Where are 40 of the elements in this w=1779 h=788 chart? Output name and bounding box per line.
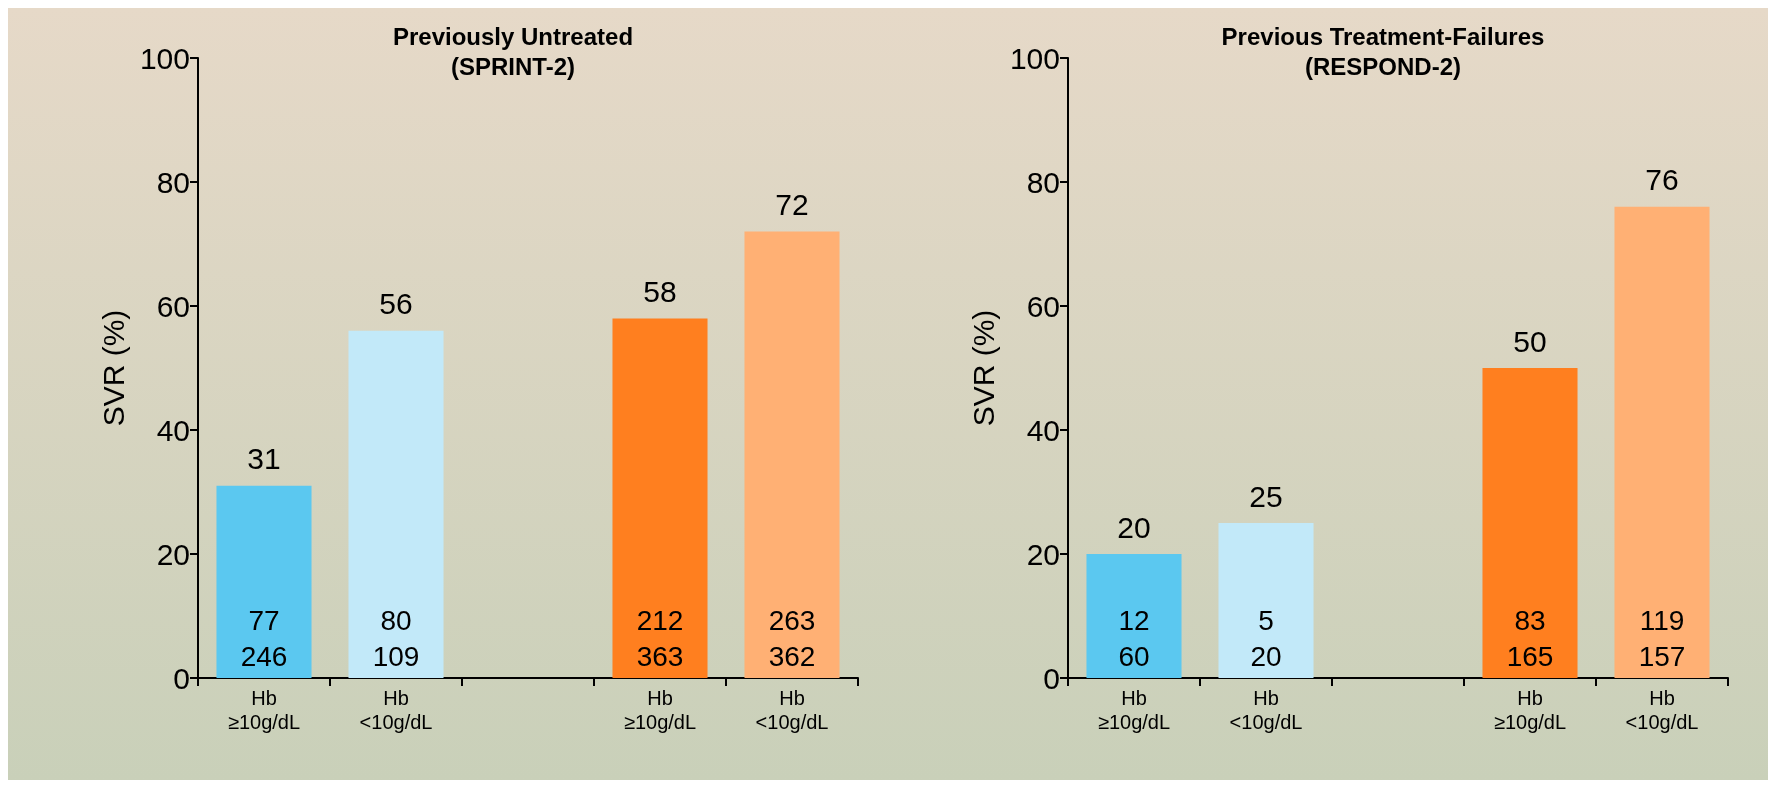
- y-tick-label: 20: [1026, 537, 1060, 571]
- annotation: 12 60: [1118, 604, 1150, 672]
- x-tick-label: Hb ≥10g/dL: [623, 687, 697, 733]
- y-tick-label: 100: [139, 41, 190, 75]
- y-axis-title: SVR (%): [966, 309, 1000, 427]
- data-label: 72: [775, 188, 809, 222]
- x-tick-label: Hb ≥10g/dL: [1493, 687, 1567, 733]
- y-tick-label: 60: [156, 289, 190, 323]
- x-tick-label: Hb <10g/dL: [1625, 687, 1699, 733]
- data-label: 76: [1645, 163, 1679, 197]
- chart-title: Previous Treatment-Failures (RESPOND-2): [1221, 22, 1545, 80]
- y-axis-title: SVR (%): [96, 309, 130, 427]
- y-tick-label: 80: [156, 165, 190, 199]
- annotation: 119 157: [1638, 604, 1686, 672]
- x-tick-label: Hb <10g/dL: [755, 687, 829, 733]
- data-label: 50: [1513, 324, 1547, 358]
- y-tick-label: 0: [1043, 661, 1060, 695]
- annotation: 5 20: [1250, 604, 1282, 672]
- annotation: 77 246: [240, 604, 288, 672]
- y-tick-label: 20: [156, 537, 190, 571]
- y-tick-label: 40: [156, 413, 190, 447]
- x-tick-label: Hb <10g/dL: [1229, 687, 1303, 733]
- x-tick-label: Hb <10g/dL: [359, 687, 433, 733]
- data-label: 25: [1249, 479, 1283, 513]
- y-tick-label: 80: [1026, 165, 1060, 199]
- annotation: 83 165: [1506, 604, 1554, 672]
- y-tick-label: 100: [1009, 41, 1060, 75]
- data-label: 58: [643, 274, 677, 308]
- annotation: 212 363: [636, 604, 684, 672]
- chart-title: Previously Untreated (SPRINT-2): [392, 22, 634, 80]
- data-label: 56: [379, 287, 413, 321]
- data-label: 31: [247, 442, 281, 476]
- x-tick-label: Hb ≥10g/dL: [227, 687, 301, 733]
- x-tick-label: Hb ≥10g/dL: [1097, 687, 1171, 733]
- annotation: 263 362: [768, 604, 816, 672]
- y-tick-label: 40: [1026, 413, 1060, 447]
- annotation: 80 109: [372, 604, 420, 672]
- y-tick-label: 0: [173, 661, 190, 695]
- data-label: 20: [1117, 510, 1151, 544]
- y-tick-label: 60: [1026, 289, 1060, 323]
